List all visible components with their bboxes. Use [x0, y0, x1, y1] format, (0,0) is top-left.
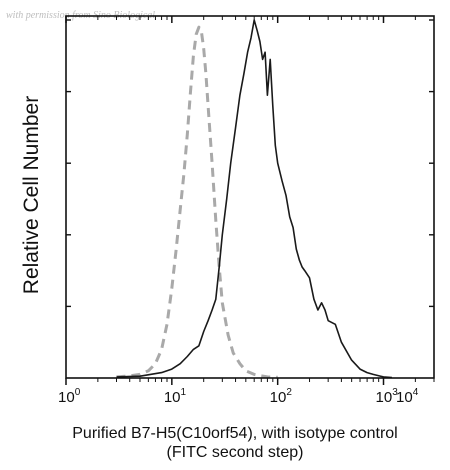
- plot-frame: [65, 15, 435, 379]
- y-axis-label: Relative Cell Number: [20, 96, 43, 294]
- plot-area: [116, 19, 392, 379]
- x-tick-label: 100: [58, 387, 81, 406]
- x-tick-label: 103: [376, 387, 399, 406]
- x-tick-label: 104: [396, 387, 419, 406]
- y-axis-ticks: [66, 19, 434, 308]
- x-axis-label-line-1: Purified B7-H5(C10orf54), with isotype c…: [72, 425, 397, 442]
- series-isotype-control-line: [116, 25, 278, 379]
- series-b7-h5-line: [116, 19, 392, 379]
- x-tick-label: 102: [270, 387, 293, 406]
- x-axis-label-line-2: (FITC second step): [167, 444, 304, 461]
- x-tick-label: 101: [164, 387, 187, 406]
